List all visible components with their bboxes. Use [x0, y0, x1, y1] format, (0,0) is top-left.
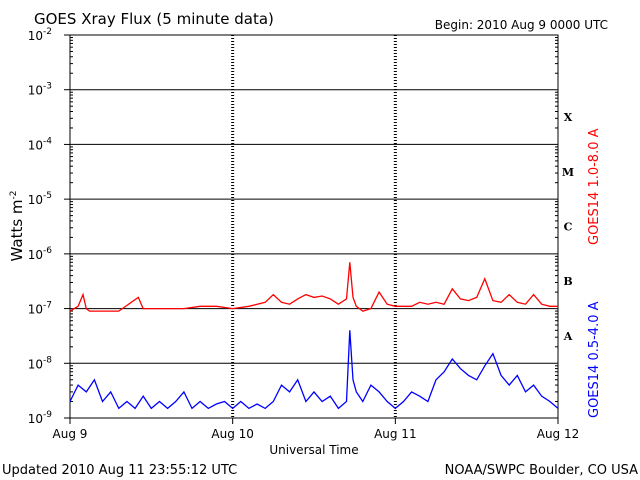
legend-series-1: GOES14 1.0-8.0 A: [587, 128, 602, 245]
series-line-2: [69, 330, 559, 410]
chart-title: GOES Xray Flux (5 minute data): [34, 10, 274, 28]
flare-class-b: B: [563, 275, 572, 288]
y-tick-label: 10-7: [28, 301, 52, 317]
flare-class-c: C: [564, 221, 573, 234]
y-tick-label: 10-3: [28, 82, 52, 98]
flare-class-x: X: [564, 111, 573, 124]
x-tick-label: Aug 12: [537, 427, 580, 441]
series-line-1: [69, 262, 558, 312]
svg-text:Watts m-2: Watts m-2: [8, 190, 26, 261]
legend-series-2: GOES14 0.5-4.0 A: [587, 301, 602, 418]
x-axis-ticks: Aug 9 Aug 10 Aug 11 Aug 12: [53, 35, 580, 441]
y-axis-label-group: Watts m-2: [8, 190, 26, 261]
begin-time: Begin: 2010 Aug 9 0000 UTC: [435, 18, 608, 32]
flare-class-labels: X M C B A: [562, 111, 574, 343]
y-axis-ticks: 10-2 10-3 10-4 10-5 10-6 10-7 10-8 10-9: [28, 27, 558, 426]
y-tick-label: 10-8: [28, 355, 53, 371]
y-tick-label: 10-4: [28, 136, 53, 152]
series-lines: [69, 262, 559, 410]
x-tick-label: Aug 11: [374, 427, 417, 441]
x-tick-label: Aug 10: [211, 427, 254, 441]
flare-class-a: A: [563, 330, 573, 343]
x-axis-label: Universal Time: [269, 443, 358, 457]
flare-class-m: M: [562, 166, 574, 179]
x-tick-label: Aug 9: [53, 427, 88, 441]
y-tick-label: 10-6: [28, 246, 53, 262]
y-axis-label: Watts m: [8, 199, 26, 261]
y-tick-label: 10-9: [28, 410, 53, 426]
y-tick-label: 10-2: [28, 27, 52, 43]
legend-series-2-group: GOES14 0.5-4.0 A: [587, 301, 602, 418]
y-axis-label-exponent: -2: [9, 190, 19, 199]
plot-frame: [69, 34, 559, 419]
source-credit: NOAA/SWPC Boulder, CO USA: [445, 463, 638, 478]
updated-timestamp: Updated 2010 Aug 11 23:55:12 UTC: [2, 463, 237, 478]
y-tick-label: 10-5: [28, 191, 52, 207]
grid-lines: [70, 89, 558, 364]
legend-series-1-group: GOES14 1.0-8.0 A: [587, 128, 602, 245]
